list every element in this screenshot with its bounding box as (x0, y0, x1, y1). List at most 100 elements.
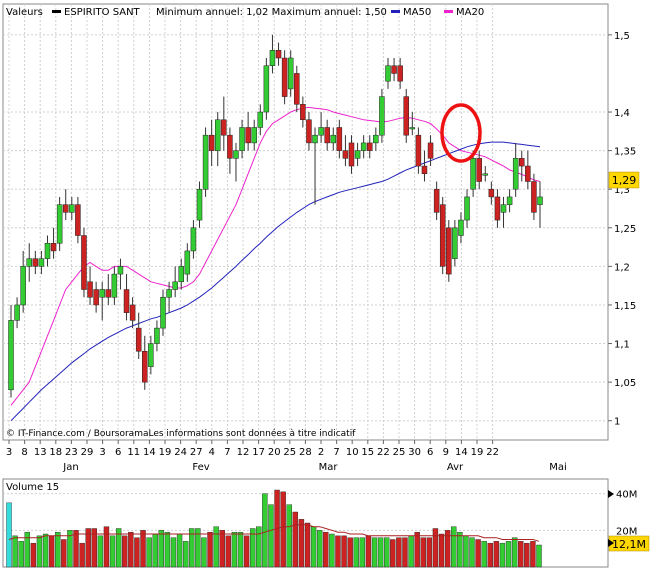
candle (93, 281, 99, 313)
candle (233, 142, 239, 182)
month-label: Mar (319, 462, 339, 473)
candle (251, 119, 257, 151)
candle-body (512, 158, 519, 190)
candle (154, 320, 160, 352)
volume-bar (414, 531, 420, 568)
candle (105, 274, 112, 305)
volume-bar (18, 541, 24, 568)
legend-ma50-label: MA50 (403, 7, 431, 18)
candle-body (427, 142, 434, 159)
candle-body (281, 57, 288, 97)
legend-ma50-swatch (391, 10, 400, 13)
date-tick-label: 14 (455, 447, 468, 458)
annotation-circle (440, 103, 482, 163)
date-gridlines (8, 4, 494, 440)
month-label: Mai (549, 462, 567, 473)
candle (287, 50, 294, 97)
date-tick-label: 29 (81, 447, 94, 458)
date-tick-label: 27 (190, 447, 203, 458)
candle (373, 127, 379, 151)
candle (221, 96, 227, 151)
date-tick-label: 25 (393, 447, 406, 458)
candle (433, 181, 440, 221)
candle-body (464, 196, 470, 221)
date-axis-labels: 3 8 13 18 23 29 3 6 11 14 19 24 27 4 7 12 17 20 25 28 2 7 10 15… (6, 440, 499, 458)
candle-body (403, 96, 409, 136)
candle (257, 104, 264, 136)
candle (354, 142, 361, 167)
legend-ma20-label: MA20 (456, 7, 484, 18)
candle (519, 150, 525, 182)
volume-top-marker (608, 490, 614, 498)
date-tick-label: 15 (361, 447, 374, 458)
candle-body (166, 289, 172, 298)
date-tick-label: 3 (6, 447, 12, 458)
candle-body (32, 258, 39, 267)
date-tick-label: 11 (127, 447, 140, 458)
candle-body (44, 242, 51, 259)
date-tick-label: 8 (21, 447, 27, 458)
candle-body (38, 258, 45, 267)
legend-name: ESPIRITO SANT (64, 7, 141, 18)
month-label: Jan (62, 462, 78, 473)
candle-body (275, 50, 282, 59)
volume-bar (402, 537, 408, 568)
candle-body (178, 266, 185, 283)
candle (56, 196, 63, 251)
volume-bar (158, 530, 164, 568)
candle-body (488, 188, 495, 198)
candle (69, 196, 75, 221)
candle-body (117, 266, 124, 275)
candle-body (452, 227, 458, 259)
candle-body (221, 119, 227, 136)
volume-bar (505, 541, 512, 568)
candle (178, 258, 185, 290)
candle-body (458, 219, 464, 236)
price-tick-label: 1,1 (614, 340, 630, 351)
price-tick-label: 1,5 (614, 31, 630, 42)
candle-body (105, 289, 112, 298)
candle-body (439, 204, 446, 267)
candle (8, 304, 14, 398)
candle (318, 112, 324, 143)
moving-averages (10, 106, 541, 422)
volume-bar (268, 504, 274, 568)
candle (403, 88, 409, 143)
candle-body (239, 127, 245, 151)
date-tick-label: 12 (237, 447, 250, 458)
volume-bar (176, 533, 183, 568)
volume-bar (97, 535, 104, 568)
candle (239, 119, 245, 159)
source-credit: © IT-Finance.com / BoursoramaLes informa… (6, 428, 356, 439)
candle (281, 50, 288, 105)
volume-bar (310, 526, 317, 568)
volume-bar (481, 541, 487, 568)
volume-bar (377, 537, 384, 568)
price-tick-label: 1,05 (614, 378, 636, 389)
legend: Valeurs ESPIRITO SANT Minimum annuel: 1,… (6, 7, 484, 18)
candle-body (379, 96, 385, 136)
date-tick-label: 22 (486, 447, 499, 458)
candle-body (269, 50, 276, 66)
date-tick-label: 9 (443, 447, 449, 458)
candle (439, 196, 446, 275)
candle-body (227, 134, 233, 159)
candle-body (342, 150, 349, 159)
ma20-line (10, 106, 541, 406)
candle (160, 289, 166, 336)
date-tick-label: 7 (333, 447, 339, 458)
candle-body (75, 204, 81, 236)
candle-body (500, 204, 507, 213)
volume-bar (280, 491, 286, 568)
candle (135, 312, 142, 359)
candle-body (202, 134, 209, 190)
candle (81, 227, 87, 298)
last-price-badge: 1,29 (608, 171, 640, 189)
volume-bar (42, 533, 49, 568)
volume-bar (444, 530, 451, 568)
candle-body (306, 119, 312, 144)
candle (214, 112, 221, 167)
volume-bar (426, 537, 433, 568)
candle-body (482, 173, 489, 176)
